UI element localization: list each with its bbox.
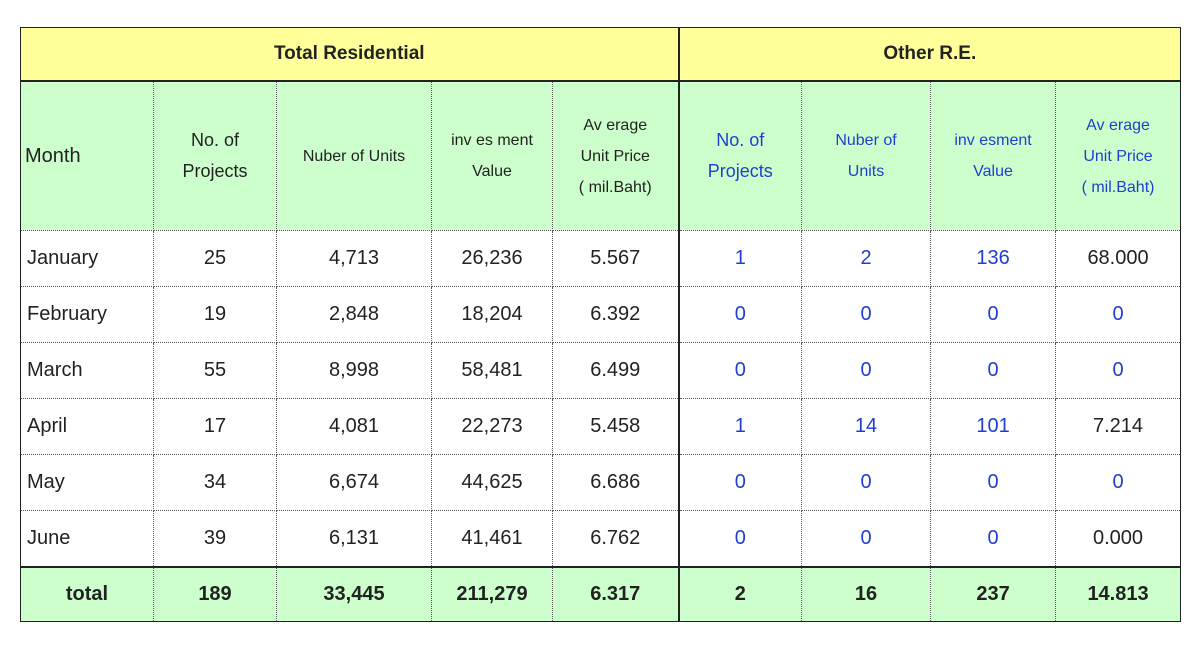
column-header-row: Month No. of Projects Nuber of Units inv …: [20, 80, 1182, 231]
other-units-cell: 2: [801, 230, 932, 287]
total-other-avg: 14.813: [1055, 566, 1182, 622]
total-other-units: 16: [801, 566, 932, 622]
projects-cell: 39: [153, 510, 277, 568]
total-units: 33,445: [276, 566, 432, 622]
total-other-projects: 2: [678, 566, 803, 622]
projects-cell: 17: [153, 398, 277, 455]
total-avg: 6.317: [551, 566, 680, 622]
other-units-cell: 0: [801, 510, 932, 568]
group-header-row: Total Residential Other R.E.: [19, 27, 1182, 82]
projects-cell: 25: [153, 230, 277, 287]
units-cell: 8,998: [276, 342, 432, 399]
invest-cell: 26,236: [431, 230, 553, 287]
month-cell: February: [20, 286, 154, 343]
other-invest-cell: 0: [930, 342, 1057, 399]
month-cell: May: [20, 454, 154, 511]
month-cell: March: [20, 342, 154, 399]
other-projects-cell: 1: [678, 398, 803, 455]
other-invest-cell: 0: [930, 286, 1057, 343]
units-cell: 6,131: [276, 510, 432, 568]
month-cell: June: [20, 510, 154, 568]
other-units-cell: 14: [801, 398, 932, 455]
header-other-no-of-projects: No. of Projects: [678, 80, 803, 231]
other-projects-cell: 0: [678, 286, 803, 343]
other-avg-price-cell: 0: [1055, 286, 1182, 343]
residential-summary-table: Total Residential Other R.E. Month No. o…: [19, 27, 1182, 622]
other-units-cell: 0: [801, 286, 932, 343]
invest-cell: 44,625: [431, 454, 553, 511]
table-row: January 25 4,713 26,236 5.567 1 2 136 68.000: [20, 230, 1182, 287]
other-avg-price-cell: 7.214: [1055, 398, 1182, 455]
projects-cell: 19: [153, 286, 277, 343]
other-avg-price-cell: 68.000: [1055, 230, 1182, 287]
total-invest: 211,279: [431, 566, 553, 622]
header-other-number-of-units: Nuber of Units: [801, 80, 932, 231]
other-avg-price-cell: 0.000: [1055, 510, 1182, 568]
units-cell: 4,081: [276, 398, 432, 455]
invest-cell: 22,273: [431, 398, 553, 455]
header-other-investment-value: inv esment Value: [930, 80, 1057, 231]
header-number-of-units: Nuber of Units: [276, 80, 432, 231]
table-row: June 39 6,131 41,461 6.762 0 0 0 0.000: [20, 510, 1182, 568]
invest-cell: 41,461: [431, 510, 553, 568]
total-label: total: [20, 566, 154, 622]
header-investment-value: inv es ment Value: [431, 80, 553, 231]
avg-price-cell: 6.686: [551, 454, 680, 511]
units-cell: 2,848: [276, 286, 432, 343]
other-avg-price-cell: 0: [1055, 454, 1182, 511]
units-cell: 4,713: [276, 230, 432, 287]
other-projects-cell: 0: [678, 342, 803, 399]
invest-cell: 58,481: [431, 342, 553, 399]
total-projects: 189: [153, 566, 277, 622]
avg-price-cell: 6.392: [551, 286, 680, 343]
other-invest-cell: 136: [930, 230, 1057, 287]
total-other-invest: 237: [930, 566, 1057, 622]
header-no-of-projects: No. of Projects: [153, 80, 277, 231]
other-units-cell: 0: [801, 454, 932, 511]
avg-price-cell: 6.499: [551, 342, 680, 399]
projects-cell: 34: [153, 454, 277, 511]
month-cell: April: [20, 398, 154, 455]
avg-price-cell: 6.762: [551, 510, 680, 568]
other-invest-cell: 0: [930, 510, 1057, 568]
month-cell: January: [20, 230, 154, 287]
avg-price-cell: 5.458: [551, 398, 680, 455]
projects-cell: 55: [153, 342, 277, 399]
other-invest-cell: 0: [930, 454, 1057, 511]
table-row: May 34 6,674 44,625 6.686 0 0 0 0: [20, 454, 1182, 511]
other-invest-cell: 101: [930, 398, 1057, 455]
avg-price-cell: 5.567: [551, 230, 680, 287]
invest-cell: 18,204: [431, 286, 553, 343]
table-row: April 17 4,081 22,273 5.458 1 14 101 7.214: [20, 398, 1182, 455]
group-total-residential: Total Residential: [19, 27, 680, 82]
other-avg-price-cell: 0: [1055, 342, 1182, 399]
other-projects-cell: 0: [678, 510, 803, 568]
header-other-average-unit-price: Av erage Unit Price( mil.Baht): [1055, 80, 1182, 231]
header-month: Month: [20, 80, 154, 231]
other-units-cell: 0: [801, 342, 932, 399]
data-rows: January 25 4,713 26,236 5.567 1 2 136 68.000 Febr…: [20, 230, 1182, 568]
total-row: total 189 33,445 211,279 6.317 2 16 237 …: [20, 566, 1182, 622]
header-average-unit-price: Av erage Unit Price( mil.Baht): [551, 80, 680, 231]
table-row: March 55 8,998 58,481 6.499 0 0 0 0: [20, 342, 1182, 399]
units-cell: 6,674: [276, 454, 432, 511]
other-projects-cell: 1: [678, 230, 803, 287]
group-other-re: Other R.E.: [678, 27, 1182, 82]
other-projects-cell: 0: [678, 454, 803, 511]
table-row: February 19 2,848 18,204 6.392 0 0 0 0: [20, 286, 1182, 343]
